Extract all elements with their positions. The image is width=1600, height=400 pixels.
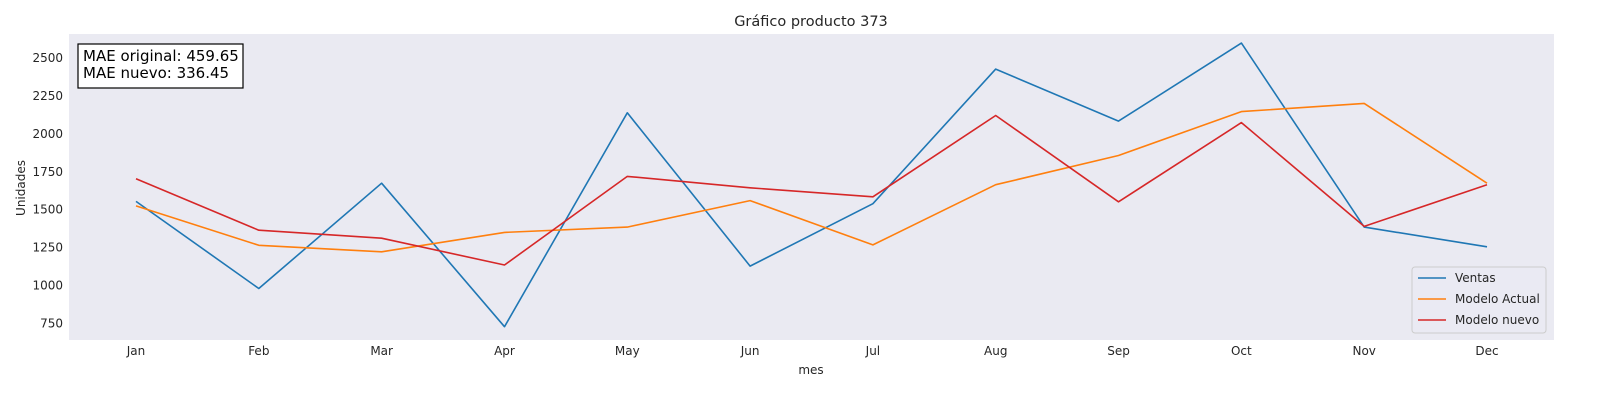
y-tick-label: 1750: [32, 165, 63, 179]
series-layer: [135, 42, 1488, 328]
x-tick-label: Jan: [126, 344, 146, 358]
x-axis-ticks: Jan Feb Mar Apr May Jun Jul Aug Sep Oct Nov Dec: [126, 344, 1499, 358]
y-tick-label: 2500: [32, 51, 63, 65]
y-axis-ticks: 750 1000 1250 1500 1750 2000 2250 2500: [32, 51, 63, 330]
legend-label: Ventas: [1455, 271, 1496, 285]
plot-area: [69, 34, 1554, 340]
mae-original-text: MAE original: 459.65: [83, 47, 239, 65]
legend: Ventas Modelo Actual Modelo nuevo: [1411, 266, 1547, 334]
mae-annotation-frame: [77, 43, 244, 89]
x-tick-label: Jul: [865, 344, 880, 358]
legend-frame: [1411, 266, 1547, 334]
x-tick-label: Mar: [370, 344, 393, 358]
x-tick-label: Feb: [248, 344, 269, 358]
series-line-ventas: [135, 42, 1488, 328]
y-axis-label: Unidades: [14, 160, 28, 216]
mae-nuevo-text: MAE nuevo: 336.45: [83, 64, 229, 82]
chart-title: Gráfico producto 373: [734, 14, 888, 30]
x-tick-label: May: [615, 344, 640, 358]
legend-label: Modelo Actual: [1455, 292, 1540, 306]
y-tick-label: 1000: [32, 278, 63, 292]
series-line-modelo-actual: [135, 102, 1488, 253]
x-tick-label: Sep: [1107, 344, 1130, 358]
mae-annotation-box: MAE original: 459.65 MAE nuevo: 336.45: [77, 43, 244, 89]
legend-label: Modelo nuevo: [1455, 313, 1539, 327]
y-tick-label: 2250: [32, 89, 63, 103]
y-tick-label: 1500: [32, 203, 63, 217]
x-tick-label: Jun: [740, 344, 760, 358]
x-tick-label: Oct: [1231, 344, 1252, 358]
y-tick-label: 2000: [32, 127, 63, 141]
y-tick-label: 750: [40, 316, 63, 330]
x-tick-label: Nov: [1352, 344, 1375, 358]
x-tick-label: Aug: [984, 344, 1007, 358]
x-tick-label: Apr: [494, 344, 515, 358]
x-tick-label: Dec: [1475, 344, 1498, 358]
series-line-modelo-nuevo: [135, 114, 1488, 266]
y-tick-label: 1250: [32, 241, 63, 255]
x-axis-label: mes: [798, 363, 823, 377]
